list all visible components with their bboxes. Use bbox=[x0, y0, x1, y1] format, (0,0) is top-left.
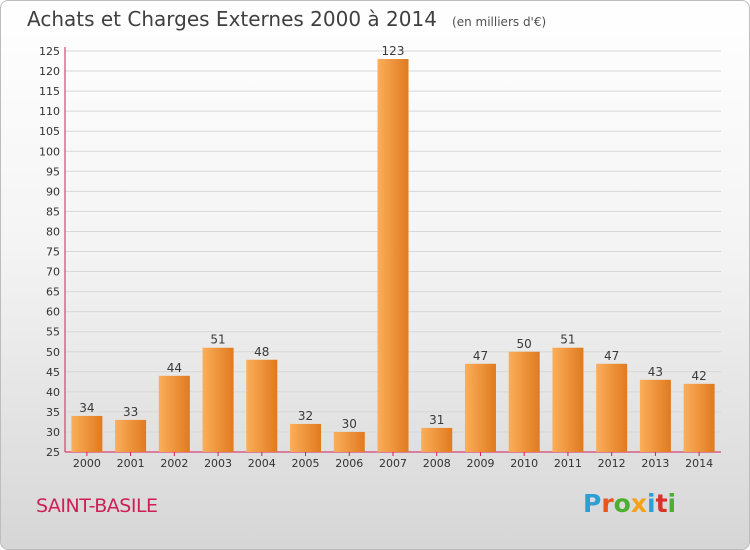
y-tick-label: 60 bbox=[46, 306, 60, 319]
bar bbox=[202, 347, 234, 452]
bar-value-label: 47 bbox=[473, 349, 488, 363]
x-tick-label: 2000 bbox=[73, 457, 101, 470]
brand-logo: Proxiti bbox=[583, 489, 676, 518]
y-tick-label: 35 bbox=[46, 406, 60, 419]
title-row: Achats et Charges Externes 2000 à 2014 (… bbox=[27, 7, 546, 31]
x-tick-label: 2012 bbox=[598, 457, 626, 470]
y-tick-label: 75 bbox=[46, 246, 60, 259]
y-tick-label: 95 bbox=[46, 165, 60, 178]
chart-subtitle: (en milliers d'€) bbox=[452, 15, 547, 29]
bar bbox=[508, 351, 540, 452]
x-tick-label: 2003 bbox=[204, 457, 232, 470]
x-tick-label: 2008 bbox=[423, 457, 451, 470]
bar bbox=[333, 431, 365, 452]
y-tick-label: 45 bbox=[46, 366, 60, 379]
y-tick-label: 25 bbox=[46, 446, 60, 459]
commune-name: SAINT-BASILE bbox=[36, 495, 158, 517]
bar bbox=[290, 423, 322, 452]
x-tick-label: 2006 bbox=[335, 457, 363, 470]
x-tick-label: 2002 bbox=[160, 457, 188, 470]
x-tick-label: 2011 bbox=[554, 457, 582, 470]
bar bbox=[158, 375, 190, 452]
y-tick-label: 90 bbox=[46, 185, 60, 198]
bar-value-label: 34 bbox=[79, 401, 94, 415]
bar bbox=[464, 363, 496, 452]
x-tick-label: 2001 bbox=[117, 457, 145, 470]
brand-letter: i bbox=[667, 489, 677, 518]
x-tick-label: 2004 bbox=[248, 457, 276, 470]
bar-value-label: 43 bbox=[648, 365, 663, 379]
chart-title: Achats et Charges Externes 2000 à 2014 bbox=[27, 7, 437, 31]
y-tick-label: 80 bbox=[46, 225, 60, 238]
brand-letter: t bbox=[655, 489, 668, 518]
brand-letter: r bbox=[601, 489, 614, 518]
brand-letter: o bbox=[613, 489, 631, 518]
bar bbox=[421, 427, 453, 452]
y-tick-label: 125 bbox=[39, 45, 60, 58]
bar bbox=[377, 59, 409, 453]
brand-letter: P bbox=[583, 489, 602, 518]
y-tick-label: 120 bbox=[39, 65, 60, 78]
bar bbox=[639, 379, 671, 452]
y-tick-label: 50 bbox=[46, 346, 60, 359]
y-tick-label: 40 bbox=[46, 386, 60, 399]
y-tick-label: 100 bbox=[39, 145, 60, 158]
bar-value-label: 51 bbox=[210, 333, 225, 347]
brand-letter: x bbox=[630, 489, 647, 518]
y-tick-label: 110 bbox=[39, 105, 60, 118]
bar-value-label: 44 bbox=[167, 361, 182, 375]
bar-value-label: 30 bbox=[342, 417, 357, 431]
y-tick-label: 30 bbox=[46, 426, 60, 439]
bar bbox=[552, 347, 584, 452]
bar-value-label: 123 bbox=[382, 44, 405, 58]
bar-value-label: 33 bbox=[123, 405, 138, 419]
y-tick-label: 105 bbox=[39, 125, 60, 138]
bar-value-label: 47 bbox=[604, 349, 619, 363]
y-tick-label: 85 bbox=[46, 205, 60, 218]
brand-letter: i bbox=[647, 489, 656, 518]
x-tick-label: 2013 bbox=[641, 457, 669, 470]
bar-value-label: 31 bbox=[429, 413, 444, 427]
x-tick-label: 2010 bbox=[510, 457, 538, 470]
bar-value-label: 32 bbox=[298, 409, 313, 423]
bar bbox=[596, 363, 628, 452]
y-tick-label: 70 bbox=[46, 266, 60, 279]
x-tick-label: 2005 bbox=[292, 457, 320, 470]
x-tick-label: 2014 bbox=[685, 457, 713, 470]
bar-value-label: 51 bbox=[560, 333, 575, 347]
bar-value-label: 50 bbox=[517, 337, 532, 351]
x-tick-label: 2009 bbox=[466, 457, 494, 470]
x-tick-label: 2007 bbox=[379, 457, 407, 470]
y-tick-label: 65 bbox=[46, 286, 60, 299]
bar bbox=[71, 415, 103, 452]
bar bbox=[246, 359, 278, 452]
bar bbox=[115, 419, 147, 452]
bar-value-label: 42 bbox=[691, 369, 706, 383]
y-tick-label: 115 bbox=[39, 85, 60, 98]
y-tick-label: 55 bbox=[46, 326, 60, 339]
bar bbox=[683, 383, 715, 452]
bar-value-label: 48 bbox=[254, 345, 269, 359]
